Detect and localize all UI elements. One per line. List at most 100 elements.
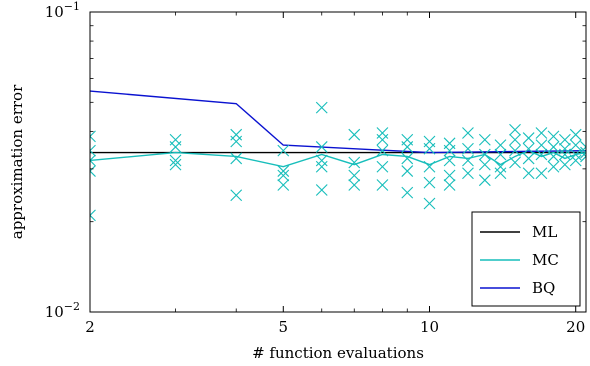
sample-marker: [580, 150, 586, 163]
sample-marker: [509, 156, 521, 169]
x-tick-label: 5: [279, 318, 289, 336]
sample-marker: [401, 152, 414, 165]
legend-label: ML: [532, 223, 557, 241]
sample-marker: [401, 165, 414, 177]
legend: ML MC BQ: [471, 211, 581, 307]
sample-marker: [522, 152, 535, 165]
sample-marker: [522, 132, 535, 144]
sample-marker: [376, 133, 389, 146]
sample-marker: [169, 141, 182, 153]
sample-marker: [547, 141, 560, 153]
sample-marker: [348, 128, 361, 141]
y-axis-label: approximation error: [8, 84, 26, 239]
sample-marker: [547, 160, 560, 173]
sample-marker: [535, 148, 548, 161]
sample-marker: [423, 160, 436, 173]
sample-marker: [535, 127, 548, 139]
sample-marker: [558, 158, 571, 171]
sample-marker: [401, 186, 414, 199]
x-tick-label: 10: [420, 318, 439, 336]
sample-marker: [230, 189, 243, 202]
sample-marker: [478, 148, 491, 161]
sample-marker: [230, 128, 243, 141]
sample-marker: [277, 169, 290, 182]
sample-marker: [494, 167, 507, 180]
sample-marker: [277, 179, 290, 191]
sample-marker: [277, 165, 290, 177]
sample-marker: [522, 142, 535, 155]
sample-marker: [535, 167, 548, 180]
sample-marker: [230, 152, 243, 165]
tick-labels: 2 5 10 20 10−2 10−1: [45, 0, 586, 336]
sample-marker: [558, 133, 571, 146]
sample-marker: [315, 160, 328, 173]
sample-marker: [569, 128, 582, 141]
sample-marker: [509, 144, 521, 157]
sample-marker: [169, 158, 182, 171]
sample-marker: [423, 197, 436, 210]
sample-marker: [494, 160, 507, 173]
sample-marker: [569, 148, 582, 161]
y-tick-label: 10−2: [45, 300, 80, 321]
sample-marker: [462, 142, 474, 155]
sample-marker: [569, 139, 582, 151]
sample-marker: [443, 179, 456, 191]
y-tick-label: 10−1: [45, 0, 80, 21]
x-axis-label: # function evaluations: [252, 344, 424, 362]
sample-marker: [376, 160, 389, 173]
sample-marker: [580, 146, 586, 159]
tick-marks: [89, 11, 586, 313]
sample-marker: [90, 130, 96, 143]
sample-marker: [462, 167, 474, 180]
sample-marker: [376, 144, 389, 157]
sample-marker: [230, 135, 243, 148]
sample-marker: [348, 169, 361, 182]
x-tick-label: 2: [85, 318, 95, 336]
sample-marker: [547, 150, 560, 163]
sample-marker: [90, 209, 96, 222]
legend-box: [471, 211, 581, 307]
sample-marker: [348, 156, 361, 169]
sample-marker: [509, 123, 521, 136]
sample-marker: [558, 142, 571, 155]
legend-label: BQ: [532, 279, 555, 297]
sample-marker: [494, 148, 507, 161]
sample-marker: [580, 141, 586, 153]
sample-marker: [169, 154, 182, 167]
sample-marker: [462, 127, 474, 139]
sample-marker: [423, 176, 436, 189]
sample-marker: [423, 142, 436, 155]
sample-marker: [315, 101, 328, 114]
sample-marker: [509, 133, 521, 146]
sample-marker: [376, 127, 389, 139]
x-tick-label: 20: [566, 318, 585, 336]
sample-marker: [315, 154, 328, 167]
sample-marker: [90, 144, 96, 157]
sample-marker: [547, 130, 560, 143]
sample-marker: [478, 174, 491, 187]
sample-marker: [558, 148, 571, 161]
sample-marker: [522, 167, 535, 180]
sample-marker: [277, 144, 290, 157]
sample-marker: [443, 169, 456, 182]
sample-marker: [315, 184, 328, 196]
sample-marker: [535, 139, 548, 151]
sample-marker: [478, 133, 491, 146]
sample-marker: [462, 154, 474, 167]
sample-marker: [478, 158, 491, 171]
sample-marker: [443, 144, 456, 157]
plot-marks: [90, 90, 586, 222]
legend-label: MC: [532, 251, 559, 269]
sample-marker: [376, 179, 389, 191]
sample-marker: [90, 165, 96, 177]
sample-marker: [348, 179, 361, 191]
series-line-mc: [90, 149, 586, 168]
sample-marker: [569, 154, 582, 167]
sample-marker: [315, 141, 328, 153]
sample-marker: [443, 154, 456, 167]
plot-frame: [89, 11, 587, 313]
sample-marker: [90, 154, 96, 167]
sample-marker: [494, 139, 507, 151]
sample-marker: [401, 141, 414, 153]
